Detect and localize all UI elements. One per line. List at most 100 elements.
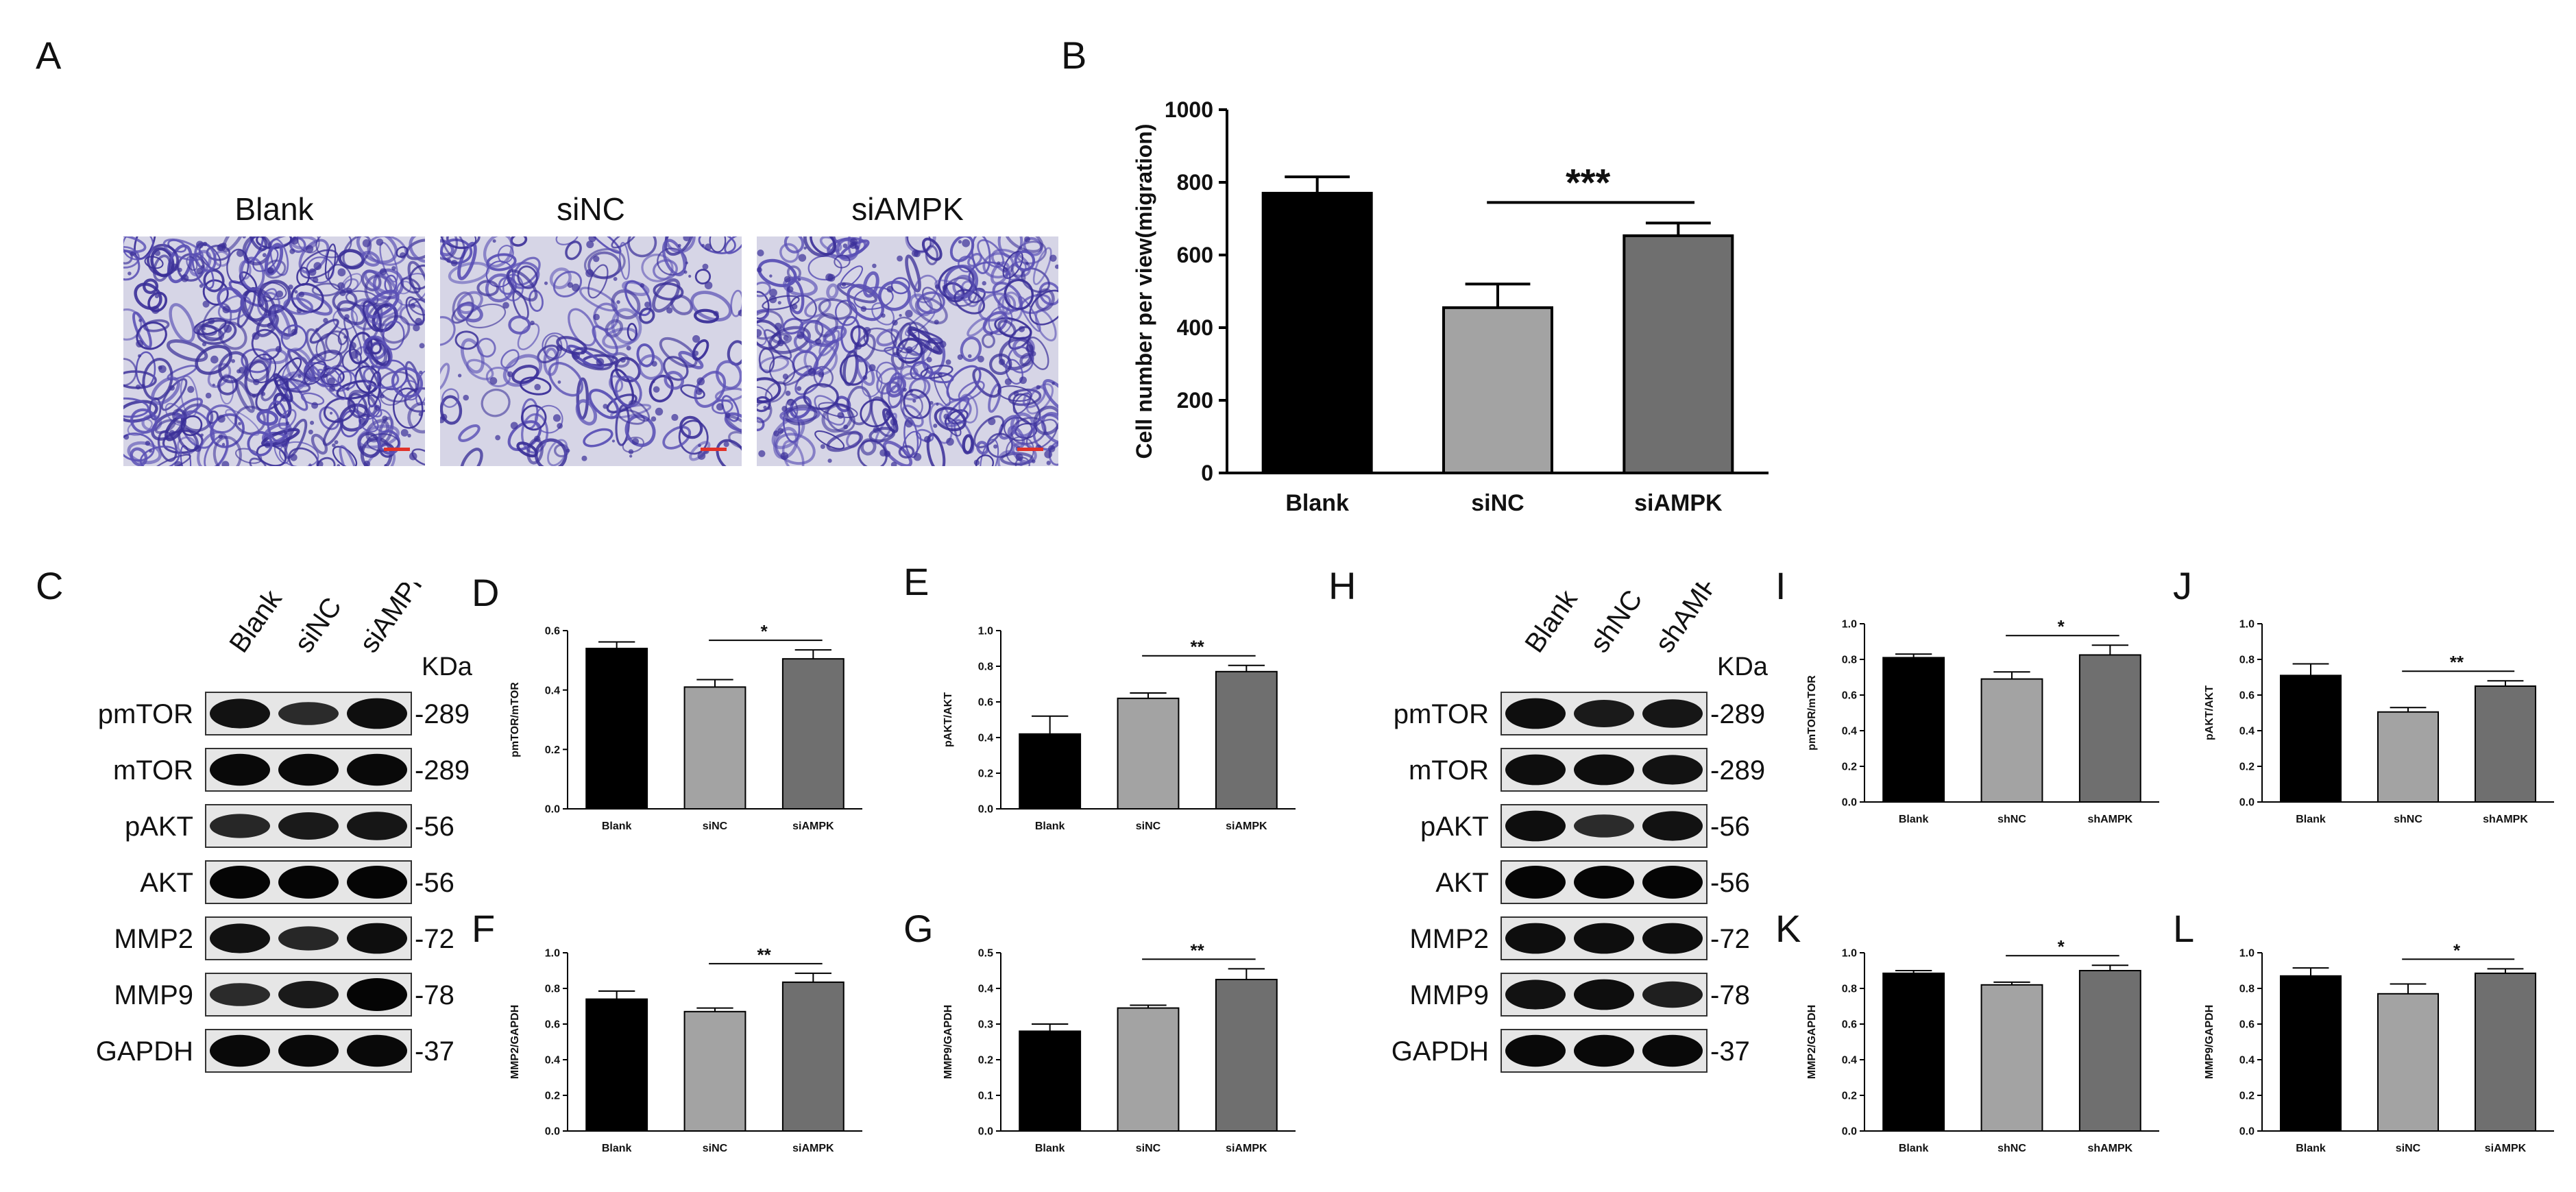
stained-cell (247, 430, 273, 457)
cell-nucleus (234, 379, 238, 383)
cell-nucleus (780, 452, 789, 461)
cell-nucleus (933, 424, 938, 428)
protein-band (210, 1034, 270, 1067)
cell-nucleus (1024, 236, 1030, 243)
cell-nucleus (510, 422, 518, 430)
cell-nucleus (906, 346, 913, 354)
cell-nucleus (774, 322, 782, 330)
cell-nucleus (585, 269, 594, 278)
cell-nucleus (194, 445, 202, 452)
cell-nucleus (854, 342, 862, 350)
cell-nucleus (581, 455, 587, 461)
cell-nucleus (868, 364, 876, 372)
cell-nucleus (202, 342, 207, 347)
stained-cell (123, 308, 143, 341)
cell-nucleus (151, 306, 160, 314)
stained-cell (298, 239, 330, 274)
cell-nucleus (363, 460, 371, 466)
stained-cell (497, 245, 514, 264)
bar (2377, 993, 2440, 1132)
cell-nucleus (942, 284, 948, 291)
cell-nucleus (294, 290, 298, 294)
stained-cell (799, 319, 836, 348)
stained-cell (552, 271, 583, 297)
bar (2078, 970, 2141, 1132)
cell-nucleus (544, 281, 548, 285)
kda-value: -37 (1710, 1036, 1750, 1067)
stained-cell (405, 296, 425, 326)
stained-cell (372, 268, 404, 300)
protein-label: GAPDH (96, 1036, 193, 1067)
stained-cell (369, 341, 388, 366)
stained-cell (332, 446, 358, 466)
y-axis-label: pmTOR/mTOR (509, 682, 521, 757)
x-tick-label: siNC (1136, 1143, 1161, 1154)
cell-nucleus (696, 377, 705, 386)
cell-nucleus (330, 411, 333, 415)
y-tick-label: 0.2 (978, 768, 993, 780)
x-tick-label: Blank (1035, 820, 1065, 832)
cell-nucleus (327, 377, 335, 385)
panel-letter-g: G (903, 907, 934, 950)
stained-cell (1018, 295, 1041, 332)
cell-nucleus (593, 313, 600, 321)
bar (1882, 972, 1945, 1132)
stained-cell (1032, 413, 1058, 451)
stained-cell (898, 445, 915, 459)
stained-cell (694, 269, 712, 284)
stained-cell (757, 291, 770, 320)
cell-nucleus (967, 354, 972, 358)
cell-nucleus (339, 289, 346, 296)
cell-nucleus (982, 281, 986, 286)
cell-nucleus (628, 449, 634, 454)
cell-nucleus (288, 284, 293, 290)
cell-nucleus (334, 440, 339, 445)
micrograph-blank (123, 236, 425, 466)
cell-nucleus (289, 248, 295, 254)
cell-nucleus (1044, 450, 1053, 459)
cell-nucleus (180, 274, 189, 282)
cell-nucleus (187, 385, 195, 393)
cell-nucleus (946, 437, 954, 446)
protein-band (347, 978, 407, 1011)
cell-nucleus (704, 281, 713, 290)
stained-cell (628, 400, 651, 422)
stained-cell (897, 372, 927, 401)
x-tick-label: shNC (1997, 814, 2026, 825)
cell-nucleus (886, 285, 894, 293)
stained-cell (407, 260, 425, 302)
cell-nucleus (1046, 461, 1052, 465)
cell-nucleus (913, 452, 922, 461)
x-tick-label: siAMPK (792, 820, 834, 832)
lane-label: siAMPK (354, 583, 435, 658)
cell-nucleus (384, 303, 389, 308)
y-tick-label: 1.0 (2239, 948, 2255, 960)
stained-cell (860, 438, 877, 456)
stained-cell (757, 417, 765, 432)
cell-nucleus (297, 374, 302, 378)
stained-cell (890, 277, 910, 295)
bar (781, 981, 845, 1132)
stained-cell (360, 437, 393, 466)
cell-nucleus (264, 442, 271, 448)
stained-cell (903, 389, 932, 419)
protein-band (210, 698, 270, 729)
cell-nucleus (359, 446, 364, 451)
cell-nucleus (777, 428, 784, 434)
stained-cell (408, 298, 425, 316)
stained-cell (391, 367, 424, 398)
cell-nucleus (202, 300, 210, 308)
cell-nucleus (332, 443, 336, 448)
kda-value: -78 (415, 980, 454, 1010)
cell-nucleus (1003, 267, 1008, 272)
cell-nucleus (280, 393, 289, 402)
cell-nucleus (693, 350, 699, 356)
cell-nucleus (912, 399, 916, 403)
cell-nucleus (886, 410, 892, 415)
cell-nucleus (418, 412, 423, 417)
protein-label: AKT (1435, 868, 1489, 898)
significance-marker: ** (1191, 637, 1205, 657)
protein-band (278, 753, 339, 786)
cell-nucleus (308, 429, 313, 435)
